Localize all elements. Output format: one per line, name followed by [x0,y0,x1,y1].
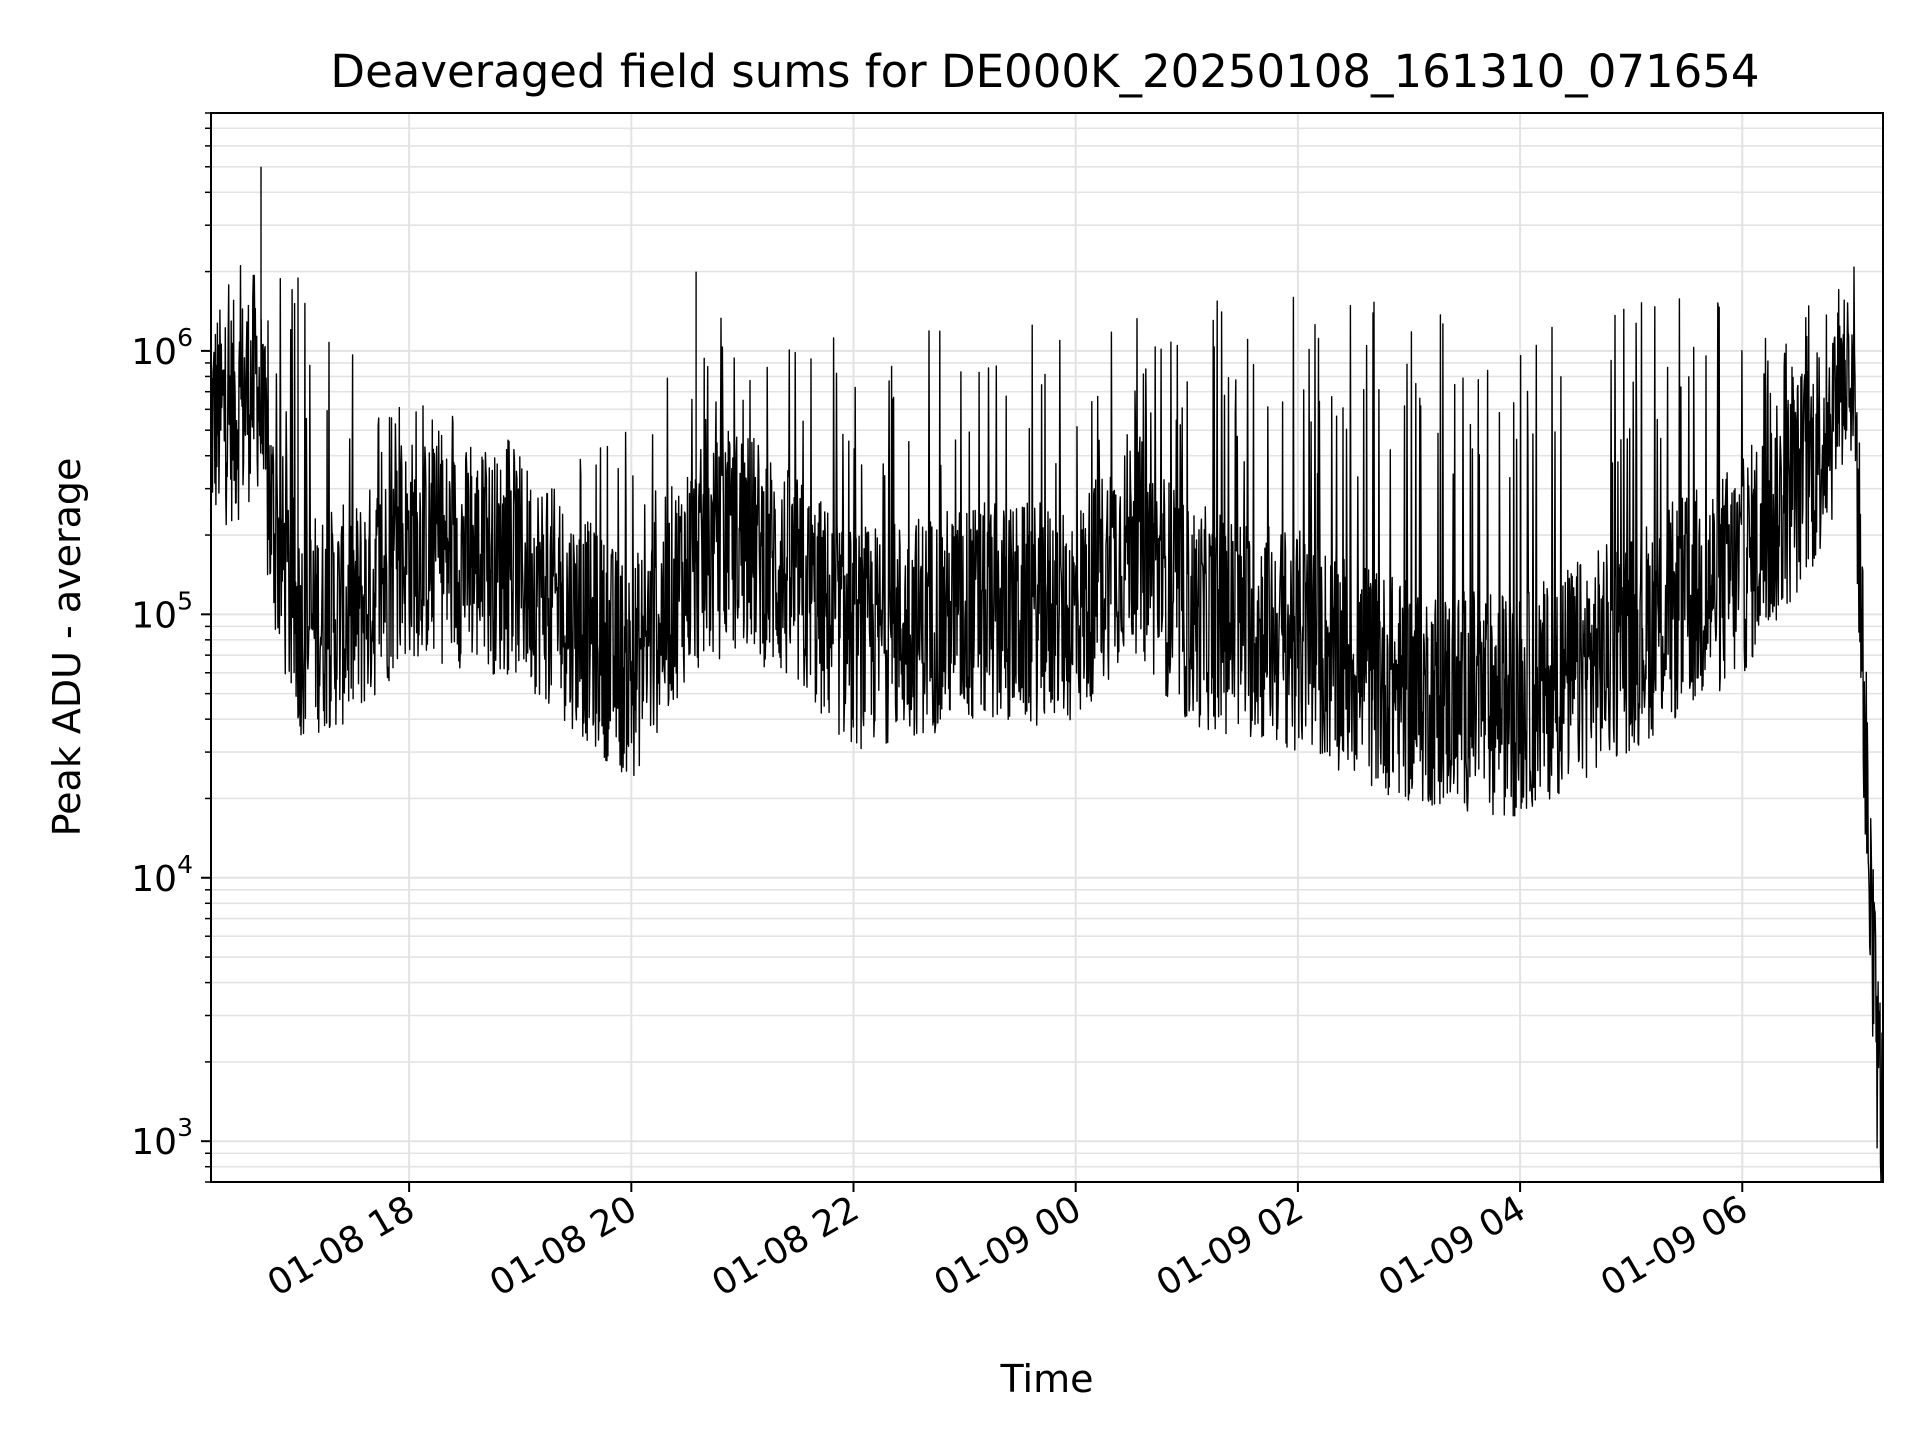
chart-title: Deaveraged field sums for DE000K_2025010… [330,45,1759,98]
y-axis: 103 104 105 106 [131,112,211,1183]
x-axis-label: Time [1000,1357,1094,1401]
plot-area [210,166,1884,1183]
series-line [210,166,1884,1183]
y-tick-label: 103 [131,1113,193,1163]
y-tick-label: 106 [131,323,193,373]
y-axis-label: Peak ADU - average [45,458,89,837]
y-tick-label: 104 [131,850,193,900]
plot-frame [210,112,1884,1183]
y-tick-label: 105 [131,586,193,636]
